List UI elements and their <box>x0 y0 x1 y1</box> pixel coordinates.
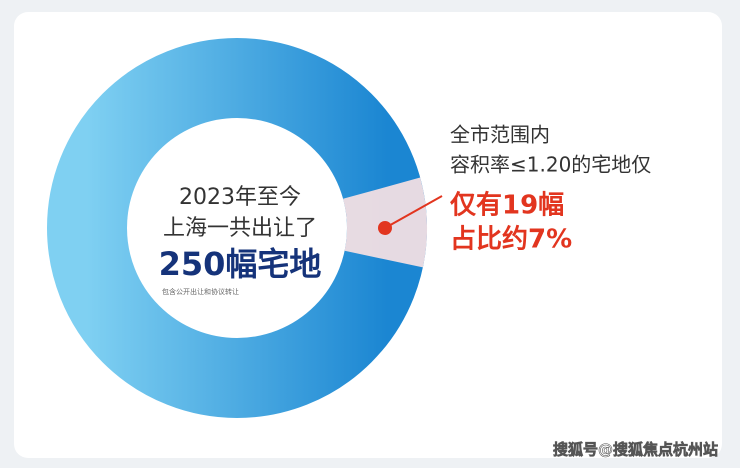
total-label: 250幅宅地 <box>159 245 322 283</box>
note: 包含公开出让和协议转让 <box>162 287 239 296</box>
highlight-label: 仅有19幅 <box>450 191 564 221</box>
callout-line: 容积率≤1.20的宅地仅 <box>450 153 651 177</box>
callout-line <box>384 195 443 229</box>
intro-line: 上海一共出让了 <box>163 216 317 241</box>
share-label: 占比约7% <box>450 224 572 255</box>
donut-chart <box>47 38 443 418</box>
intro-line: 2023年至今 <box>179 185 301 210</box>
callout-line: 全市范围内 <box>450 123 550 147</box>
watermark: 搜狐号@搜狐焦点杭州站 <box>553 441 718 459</box>
